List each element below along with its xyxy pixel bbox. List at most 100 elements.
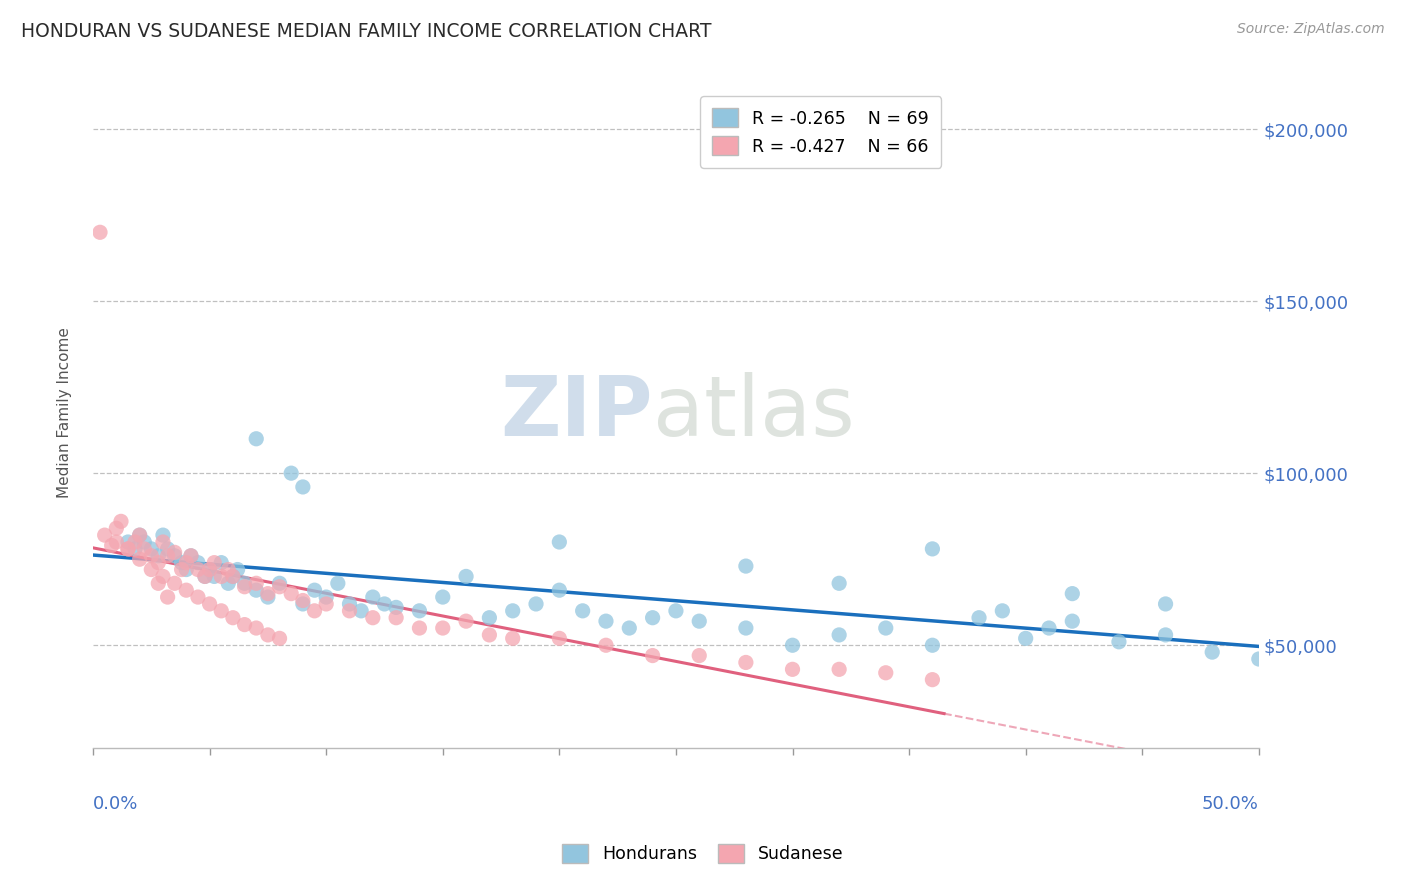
Point xyxy=(117,541,139,556)
Point xyxy=(233,617,256,632)
Point xyxy=(361,611,384,625)
Point xyxy=(548,583,571,598)
Point xyxy=(245,583,267,598)
Point xyxy=(217,576,239,591)
Point xyxy=(141,541,163,556)
Point xyxy=(156,541,179,556)
Point xyxy=(326,576,349,591)
Point xyxy=(828,662,851,676)
Point xyxy=(194,569,217,583)
Point xyxy=(595,638,617,652)
Point xyxy=(148,576,170,591)
Point xyxy=(1062,586,1084,600)
Point xyxy=(152,535,174,549)
Text: atlas: atlas xyxy=(652,373,855,453)
Point xyxy=(1154,597,1177,611)
Point xyxy=(1038,621,1060,635)
Point xyxy=(875,665,897,680)
Point xyxy=(117,535,139,549)
Point xyxy=(734,559,756,574)
Legend: Hondurans, Sudanese: Hondurans, Sudanese xyxy=(555,837,851,870)
Point xyxy=(93,528,115,542)
Text: Source: ZipAtlas.com: Source: ZipAtlas.com xyxy=(1237,22,1385,37)
Point xyxy=(339,604,361,618)
Point xyxy=(222,569,245,583)
Text: ZIP: ZIP xyxy=(501,373,652,453)
Point xyxy=(291,480,314,494)
Point xyxy=(921,638,943,652)
Point xyxy=(174,562,197,576)
Point xyxy=(828,576,851,591)
Point xyxy=(245,576,267,591)
Point xyxy=(245,621,267,635)
Point xyxy=(257,628,280,642)
Point xyxy=(209,556,232,570)
Text: 0.0%: 0.0% xyxy=(93,796,138,814)
Point xyxy=(361,590,384,604)
Point xyxy=(152,528,174,542)
Point xyxy=(222,611,245,625)
Point xyxy=(548,535,571,549)
Point xyxy=(128,552,150,566)
Point xyxy=(163,549,186,563)
Point xyxy=(233,580,256,594)
Point xyxy=(782,662,804,676)
Point xyxy=(187,556,209,570)
Point xyxy=(152,569,174,583)
Point xyxy=(202,556,225,570)
Point xyxy=(148,549,170,563)
Point xyxy=(209,604,232,618)
Point xyxy=(134,535,156,549)
Point xyxy=(198,562,221,576)
Point xyxy=(180,549,202,563)
Point xyxy=(385,611,408,625)
Point xyxy=(269,580,291,594)
Text: 50.0%: 50.0% xyxy=(1202,796,1258,814)
Point xyxy=(233,576,256,591)
Point xyxy=(257,590,280,604)
Point xyxy=(665,604,688,618)
Point xyxy=(782,638,804,652)
Point xyxy=(217,562,239,576)
Point xyxy=(1062,614,1084,628)
Point xyxy=(105,535,128,549)
Point xyxy=(128,528,150,542)
Point xyxy=(619,621,641,635)
Point xyxy=(174,583,197,598)
Point xyxy=(156,590,179,604)
Point xyxy=(202,569,225,583)
Point xyxy=(315,597,337,611)
Point xyxy=(688,614,710,628)
Point xyxy=(100,538,122,552)
Point xyxy=(734,621,756,635)
Point xyxy=(454,614,477,628)
Point xyxy=(478,611,501,625)
Point xyxy=(350,604,373,618)
Point xyxy=(967,611,990,625)
Point xyxy=(875,621,897,635)
Point xyxy=(209,569,232,583)
Point xyxy=(548,632,571,646)
Point xyxy=(124,541,146,556)
Point xyxy=(124,535,146,549)
Point xyxy=(502,632,524,646)
Legend: R = -0.265    N = 69, R = -0.427    N = 66: R = -0.265 N = 69, R = -0.427 N = 66 xyxy=(700,96,941,168)
Point xyxy=(408,604,430,618)
Point xyxy=(163,545,186,559)
Point xyxy=(502,604,524,618)
Point xyxy=(163,576,186,591)
Point xyxy=(641,611,664,625)
Point xyxy=(304,583,326,598)
Point xyxy=(141,549,163,563)
Point xyxy=(187,562,209,576)
Point xyxy=(1108,635,1130,649)
Point xyxy=(454,569,477,583)
Y-axis label: Median Family Income: Median Family Income xyxy=(58,327,72,499)
Point xyxy=(304,604,326,618)
Point xyxy=(134,541,156,556)
Point xyxy=(226,562,249,576)
Point xyxy=(1201,645,1223,659)
Point xyxy=(291,593,314,607)
Point xyxy=(1154,628,1177,642)
Point xyxy=(373,597,395,611)
